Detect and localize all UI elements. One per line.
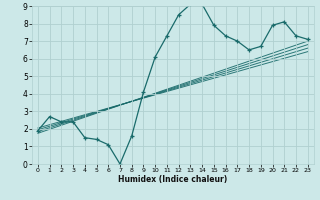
X-axis label: Humidex (Indice chaleur): Humidex (Indice chaleur)	[118, 175, 228, 184]
